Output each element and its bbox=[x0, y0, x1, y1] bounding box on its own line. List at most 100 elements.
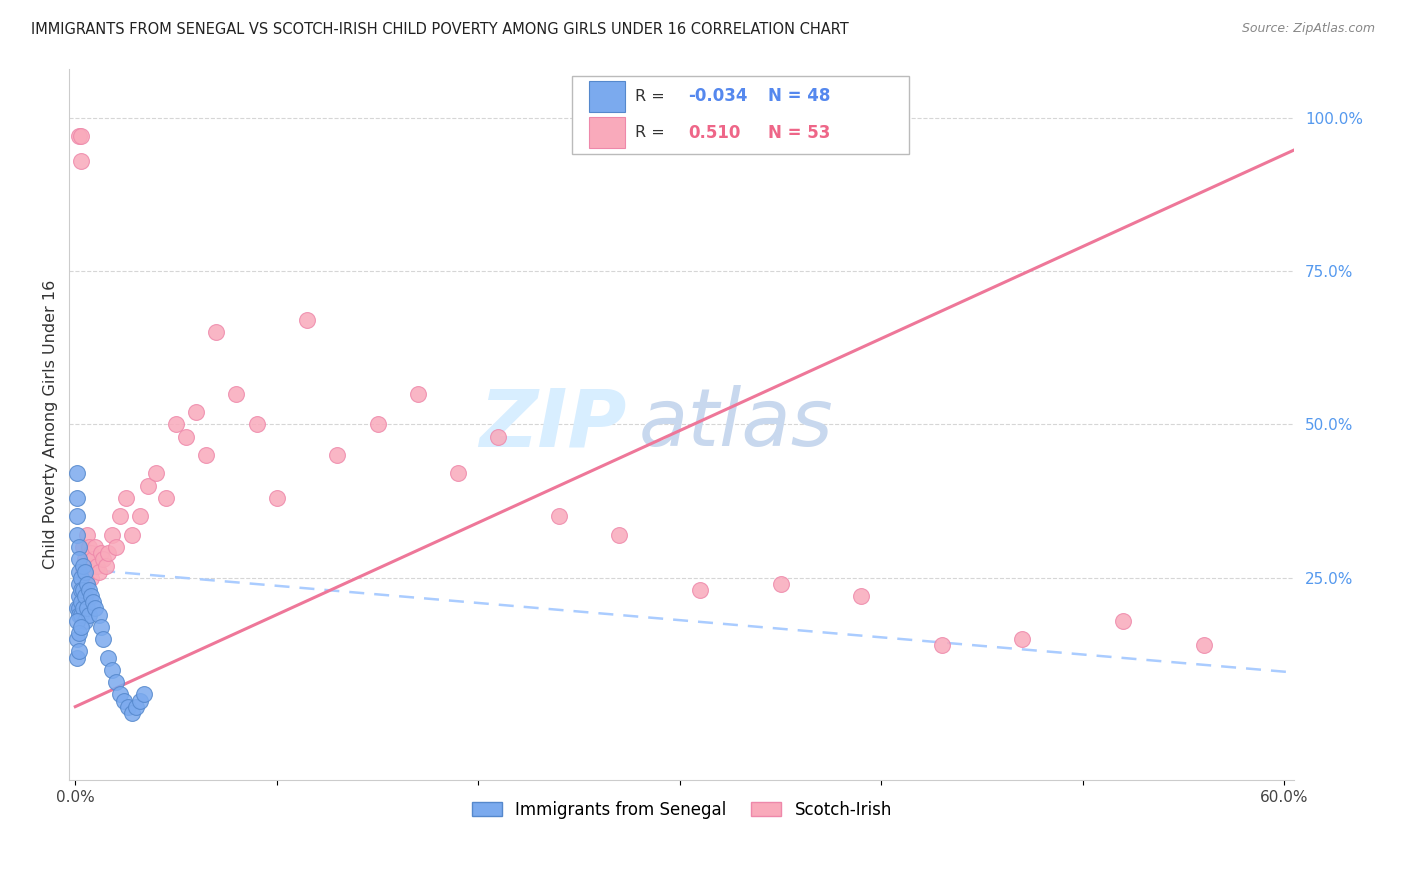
Point bbox=[195, 448, 218, 462]
Point bbox=[70, 607, 93, 622]
Point bbox=[89, 607, 111, 622]
Point bbox=[72, 558, 94, 573]
Point bbox=[67, 601, 90, 615]
Point bbox=[447, 467, 470, 481]
Point bbox=[66, 491, 89, 505]
Point bbox=[70, 595, 93, 609]
Point bbox=[82, 552, 104, 566]
Text: N = 48: N = 48 bbox=[768, 87, 830, 105]
Point bbox=[128, 693, 150, 707]
Point bbox=[128, 509, 150, 524]
Text: Source: ZipAtlas.com: Source: ZipAtlas.com bbox=[1241, 22, 1375, 36]
Point bbox=[75, 552, 97, 566]
Text: 0.510: 0.510 bbox=[688, 124, 741, 142]
Point bbox=[67, 565, 90, 579]
Point bbox=[121, 706, 143, 720]
Point bbox=[79, 558, 101, 573]
FancyBboxPatch shape bbox=[572, 76, 908, 154]
Point bbox=[67, 644, 90, 658]
Point bbox=[75, 614, 97, 628]
Point bbox=[225, 386, 247, 401]
Point bbox=[769, 577, 792, 591]
Point bbox=[82, 595, 104, 609]
Point bbox=[70, 153, 93, 168]
Point bbox=[70, 583, 93, 598]
Point bbox=[96, 650, 118, 665]
Point bbox=[96, 546, 118, 560]
Point bbox=[931, 638, 953, 652]
Text: atlas: atlas bbox=[638, 385, 834, 464]
Point bbox=[104, 540, 127, 554]
Point bbox=[66, 614, 89, 628]
Point bbox=[112, 693, 135, 707]
Point bbox=[125, 699, 148, 714]
Point bbox=[75, 589, 97, 603]
Point bbox=[1112, 614, 1135, 628]
FancyBboxPatch shape bbox=[589, 80, 626, 112]
Point bbox=[108, 687, 131, 701]
Point bbox=[66, 601, 89, 615]
Point bbox=[80, 589, 103, 603]
Point bbox=[79, 607, 101, 622]
Point bbox=[132, 687, 155, 701]
Point bbox=[186, 405, 208, 419]
Point bbox=[76, 577, 98, 591]
Point bbox=[1011, 632, 1033, 647]
Point bbox=[121, 528, 143, 542]
Point bbox=[100, 528, 122, 542]
Point bbox=[367, 417, 389, 432]
Point bbox=[67, 626, 90, 640]
Point bbox=[93, 632, 115, 647]
Point bbox=[80, 546, 103, 560]
Point bbox=[851, 589, 873, 603]
Point bbox=[66, 528, 89, 542]
Point bbox=[72, 565, 94, 579]
Point bbox=[72, 601, 94, 615]
Point bbox=[1192, 638, 1215, 652]
Text: R =: R = bbox=[636, 89, 671, 103]
Point bbox=[67, 540, 90, 554]
Point bbox=[100, 663, 122, 677]
Point bbox=[488, 430, 510, 444]
Text: N = 53: N = 53 bbox=[768, 124, 830, 142]
Point bbox=[174, 430, 197, 444]
Point bbox=[205, 326, 228, 340]
Point bbox=[406, 386, 429, 401]
Text: -0.034: -0.034 bbox=[688, 87, 748, 105]
Point bbox=[80, 571, 103, 585]
Text: R =: R = bbox=[636, 125, 675, 140]
Point bbox=[246, 417, 269, 432]
Point bbox=[70, 571, 93, 585]
Point bbox=[70, 128, 93, 143]
Point bbox=[155, 491, 177, 505]
Point bbox=[66, 650, 89, 665]
Point bbox=[70, 620, 93, 634]
Point bbox=[67, 128, 90, 143]
Point bbox=[67, 577, 90, 591]
Point bbox=[165, 417, 187, 432]
FancyBboxPatch shape bbox=[589, 117, 626, 148]
Point bbox=[76, 528, 98, 542]
Text: IMMIGRANTS FROM SENEGAL VS SCOTCH-IRISH CHILD POVERTY AMONG GIRLS UNDER 16 CORRE: IMMIGRANTS FROM SENEGAL VS SCOTCH-IRISH … bbox=[31, 22, 849, 37]
Point bbox=[75, 565, 97, 579]
Point bbox=[67, 552, 90, 566]
Point bbox=[136, 479, 159, 493]
Point bbox=[689, 583, 711, 598]
Y-axis label: Child Poverty Among Girls Under 16: Child Poverty Among Girls Under 16 bbox=[44, 280, 58, 569]
Point bbox=[66, 467, 89, 481]
Point bbox=[117, 699, 139, 714]
Point bbox=[67, 607, 90, 622]
Point bbox=[75, 571, 97, 585]
Point bbox=[66, 632, 89, 647]
Point bbox=[326, 448, 349, 462]
Point bbox=[72, 583, 94, 598]
Point bbox=[108, 509, 131, 524]
Point bbox=[89, 565, 111, 579]
Point bbox=[79, 540, 101, 554]
Legend: Immigrants from Senegal, Scotch-Irish: Immigrants from Senegal, Scotch-Irish bbox=[465, 794, 898, 825]
Point bbox=[90, 546, 112, 560]
Point bbox=[295, 313, 318, 327]
Point bbox=[609, 528, 631, 542]
Point bbox=[548, 509, 571, 524]
Point bbox=[84, 601, 107, 615]
